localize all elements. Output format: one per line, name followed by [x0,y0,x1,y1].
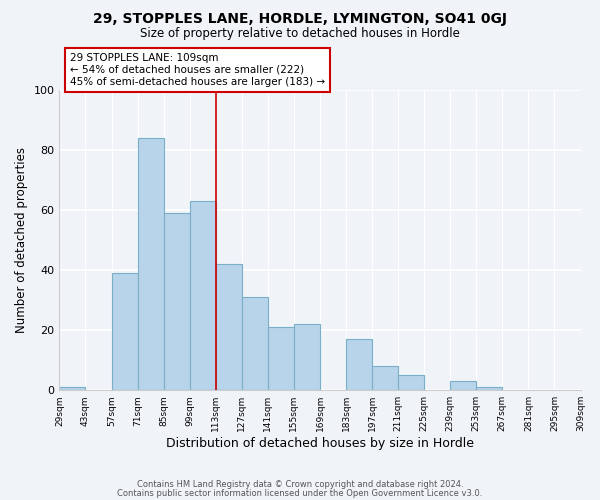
Bar [294,324,320,390]
Text: Size of property relative to detached houses in Hordle: Size of property relative to detached ho… [140,28,460,40]
Bar [398,375,424,390]
X-axis label: Distribution of detached houses by size in Hordle: Distribution of detached houses by size … [166,437,474,450]
Bar [476,387,502,390]
Bar [190,201,216,390]
Text: Contains public sector information licensed under the Open Government Licence v3: Contains public sector information licen… [118,488,482,498]
Bar [216,264,242,390]
Bar [59,387,85,390]
Bar [268,327,294,390]
Y-axis label: Number of detached properties: Number of detached properties [15,147,28,333]
Text: 29, STOPPLES LANE, HORDLE, LYMINGTON, SO41 0GJ: 29, STOPPLES LANE, HORDLE, LYMINGTON, SO… [93,12,507,26]
Bar [242,297,268,390]
Bar [112,273,137,390]
Bar [137,138,164,390]
Bar [450,381,476,390]
Bar [346,339,372,390]
Bar [372,366,398,390]
Text: Contains HM Land Registry data © Crown copyright and database right 2024.: Contains HM Land Registry data © Crown c… [137,480,463,489]
Bar [164,213,190,390]
Text: 29 STOPPLES LANE: 109sqm
← 54% of detached houses are smaller (222)
45% of semi-: 29 STOPPLES LANE: 109sqm ← 54% of detach… [70,54,325,86]
